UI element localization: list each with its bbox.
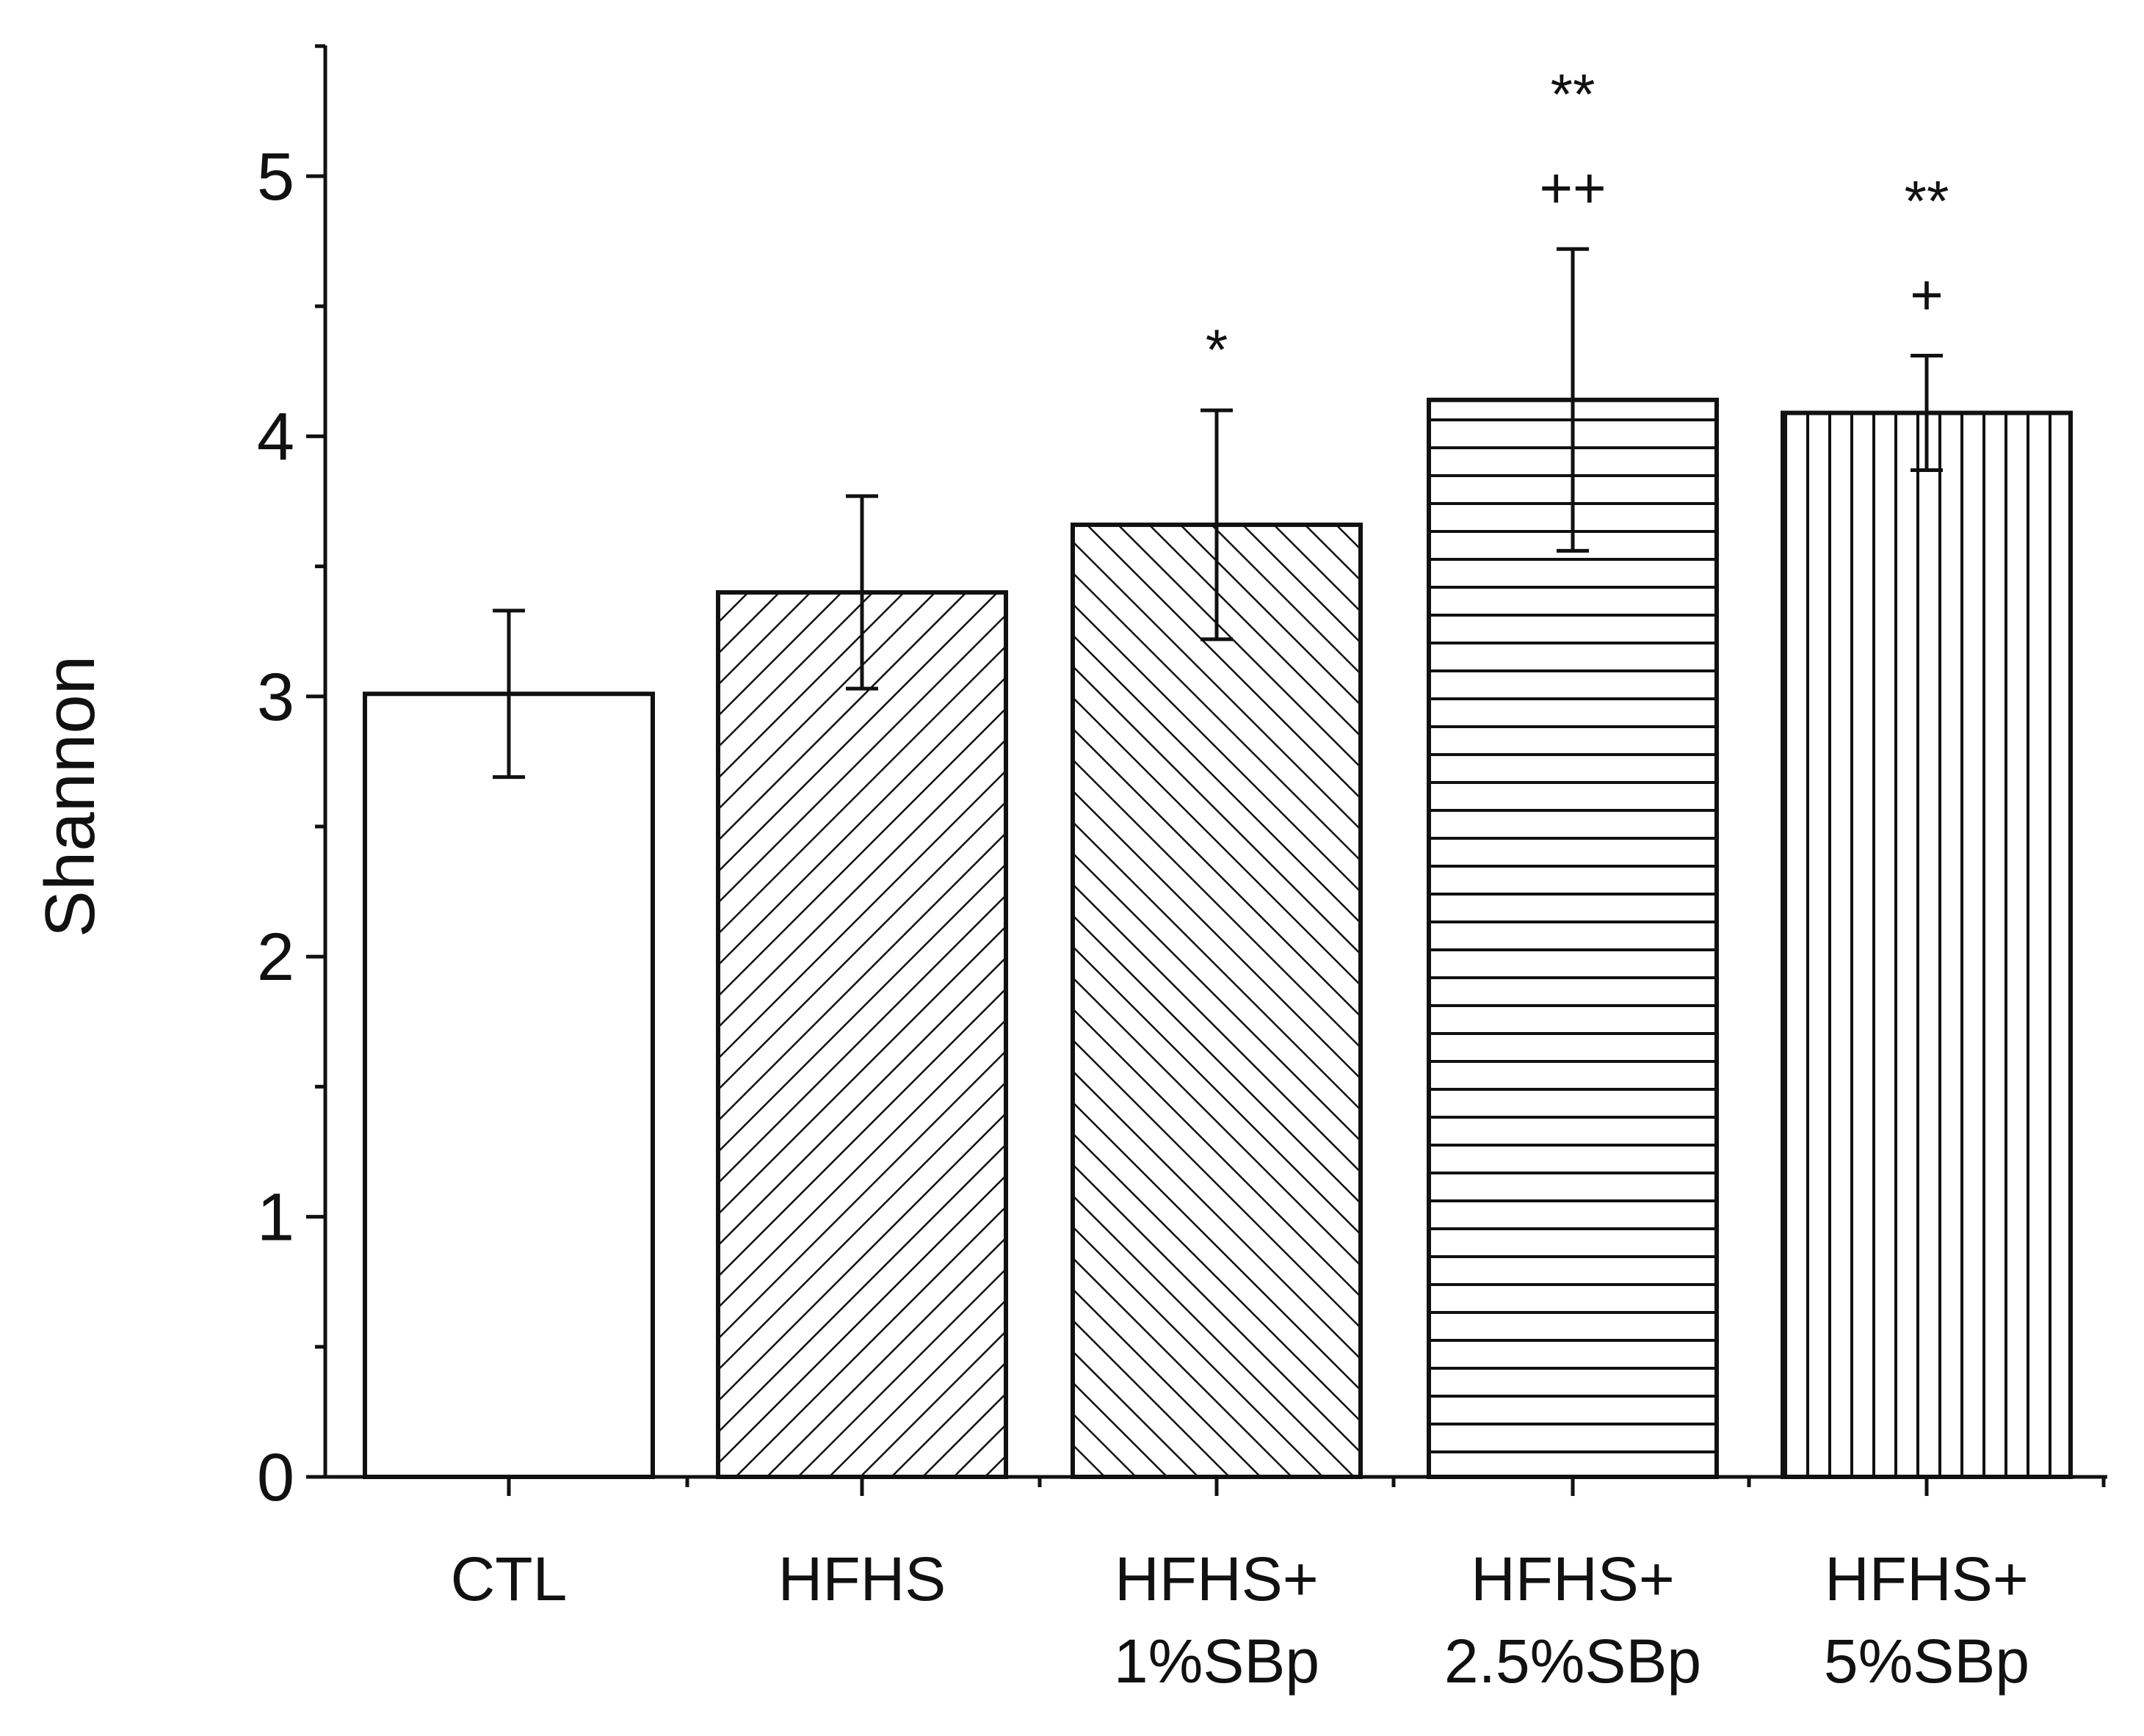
y-tick-label: 1 [257, 1180, 294, 1255]
x-tick-label: 2.5%SBp [1444, 1627, 1701, 1696]
x-tick-label: HFHS+ [1825, 1544, 2029, 1613]
y-axis-title: Shannon [31, 655, 109, 937]
bar [363, 691, 655, 1479]
y-tick-label: 2 [257, 920, 294, 995]
x-tick-label: CTL [451, 1544, 568, 1613]
bar [1781, 410, 2073, 1479]
significance-marker: * [1206, 317, 1228, 382]
significance-marker: ++ [1539, 156, 1606, 220]
x-tick-label: HFHS+ [1115, 1544, 1319, 1613]
plot-area: 0 1 2 3 4 5 CTL HFHS * HFHS+ 1%SBp ++ ** HFHS+ 2.5%SBp… [257, 44, 2107, 1696]
significance-marker: ** [1905, 169, 1949, 233]
x-tick-label: 1%SBp [1114, 1627, 1319, 1696]
y-tick-label: 4 [257, 399, 294, 474]
x-tick-label: 5%SBp [1824, 1627, 2029, 1696]
bar [716, 590, 1008, 1479]
bar [1071, 522, 1363, 1479]
significance-marker: ** [1551, 62, 1596, 126]
x-tick-label: HFHS [778, 1544, 946, 1613]
x-tick-label: HFHS+ [1471, 1544, 1675, 1613]
bar [1427, 397, 1719, 1479]
y-tick-label: 3 [257, 660, 294, 735]
y-tick-label: 0 [257, 1440, 294, 1515]
significance-marker: + [1910, 263, 1944, 327]
y-tick-label: 5 [257, 139, 294, 214]
